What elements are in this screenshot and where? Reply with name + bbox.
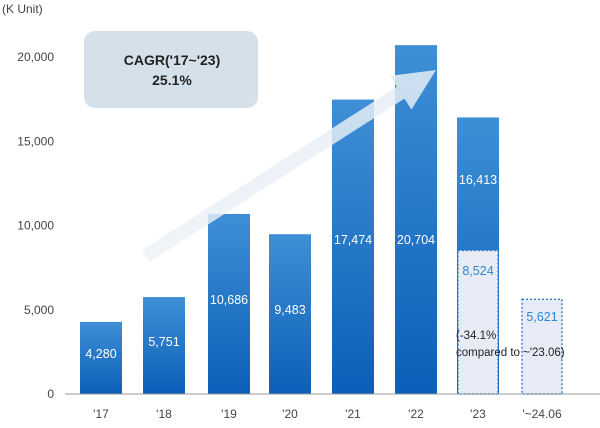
growth-arrow-polygon <box>142 69 436 262</box>
change-note-line1: (-34.1% <box>456 330 496 342</box>
x-tick-label: '~24.06 <box>522 407 562 421</box>
bar-value-label: 16,413 <box>459 173 497 187</box>
x-tick-label: '17 <box>93 407 109 421</box>
partial-bar <box>457 249 499 395</box>
y-tick-label: 0 <box>47 387 54 401</box>
cagr-callout: CAGR('17~'23) 25.1% <box>84 31 258 108</box>
bar <box>80 321 122 394</box>
bar <box>332 99 374 394</box>
bar-value-label: 10,686 <box>210 293 248 307</box>
cagr-callout-title: CAGR('17~'23) <box>124 52 221 68</box>
growth-arrow-shape <box>142 69 436 262</box>
bar <box>395 45 437 394</box>
change-note: (-34.1% compared to ~'23.06) <box>456 330 565 359</box>
x-tick-label: '23 <box>470 407 486 421</box>
cagr-callout-box <box>84 31 258 108</box>
growth-arrow <box>142 69 436 262</box>
y-tick-label: 20,000 <box>17 50 54 64</box>
bar <box>143 297 185 394</box>
partial-bar <box>521 298 563 395</box>
bar-value-label: 5,751 <box>148 335 179 349</box>
x-tick-label: '20 <box>282 407 298 421</box>
partial-bar-value-label: 8,524 <box>462 264 493 278</box>
partial-bar-value-label: 5,621 <box>526 310 557 324</box>
bar <box>269 234 311 394</box>
y-axis-ticks: 0 5,000 10,000 15,000 20,000 <box>17 50 54 401</box>
bar-value-label: 9,483 <box>274 303 305 317</box>
y-tick-label: 15,000 <box>17 134 54 148</box>
x-tick-label: '21 <box>345 407 361 421</box>
bars <box>80 45 563 395</box>
x-axis-labels: '17 '18 '19 '20 '21 '22 '23 '~24.06 <box>93 407 562 421</box>
x-tick-label: '18 <box>156 407 172 421</box>
value-labels: 4,280 5,751 10,686 9,483 17,474 20,704 16,413 8… <box>85 173 557 361</box>
y-tick-label: 10,000 <box>17 219 54 233</box>
change-note-line2: compared to ~'23.06) <box>456 347 565 359</box>
x-tick-label: '19 <box>221 407 237 421</box>
bar-value-label: 4,280 <box>85 347 116 361</box>
y-axis-unit-label: (K Unit) <box>2 2 43 16</box>
x-tick-label: '22 <box>408 407 424 421</box>
bar-value-label: 17,474 <box>334 233 372 247</box>
y-tick-label: 5,000 <box>24 303 54 317</box>
bar-value-label: 20,704 <box>397 233 435 247</box>
cagr-callout-value: 25.1% <box>152 72 192 88</box>
bar <box>208 213 250 394</box>
